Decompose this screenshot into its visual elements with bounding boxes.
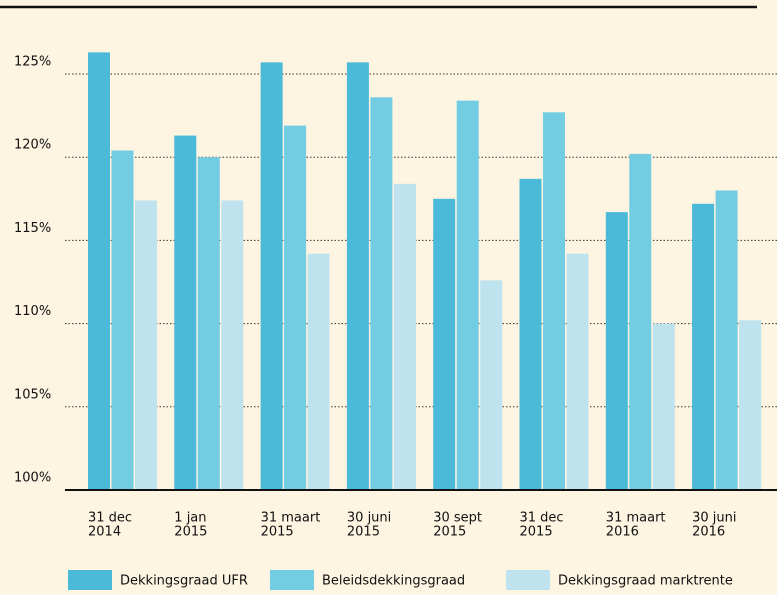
bar	[393, 183, 416, 490]
x-tick-label: 31 dec	[520, 511, 564, 526]
bar	[284, 125, 307, 491]
bar	[197, 157, 220, 490]
bar	[566, 253, 589, 490]
bar	[519, 178, 542, 490]
legend-label: Dekkingsgraad marktrente	[558, 574, 733, 589]
bar	[111, 150, 134, 490]
legend-label: Dekkingsgraad UFR	[120, 574, 248, 589]
y-tick-label: 110%	[14, 304, 51, 319]
y-tick-label: 125%	[14, 55, 51, 70]
bar	[370, 97, 393, 491]
bar	[174, 135, 197, 490]
y-tick-label: 120%	[14, 138, 51, 153]
bar	[629, 153, 652, 490]
bar	[260, 62, 283, 491]
bar	[135, 200, 157, 491]
x-tick-label: 2015	[261, 525, 294, 540]
legend-swatch	[506, 570, 550, 590]
y-tick-label: 105%	[14, 387, 51, 402]
bar	[652, 323, 675, 490]
bar	[433, 198, 456, 491]
legend-label: Beleidsdekkingsgraad	[322, 574, 465, 589]
bar	[739, 320, 762, 490]
x-tick-label: 2015	[433, 525, 466, 540]
x-tick-label: 30 juni	[347, 511, 391, 526]
x-tick-label: 2015	[520, 525, 553, 540]
x-tick-label: 31 dec	[88, 511, 132, 526]
legend-swatch	[270, 570, 314, 590]
bar	[221, 200, 244, 491]
x-tick-label: 2016	[606, 525, 639, 540]
x-tick-label: 31 maart	[261, 511, 321, 526]
bar	[346, 62, 369, 491]
x-tick-label: 30 sept	[433, 511, 482, 526]
bar	[88, 52, 110, 490]
x-tick-label: 30 juni	[692, 511, 736, 526]
bar	[543, 112, 565, 490]
legend-swatch	[68, 570, 112, 590]
x-tick-label: 31 maart	[606, 511, 666, 526]
y-tick-label: 115%	[14, 221, 51, 236]
x-tick-label: 2016	[692, 525, 725, 540]
bar	[307, 253, 330, 490]
bar	[692, 203, 715, 491]
bar	[605, 212, 628, 490]
bar	[456, 100, 479, 491]
x-tick-label: 2015	[347, 525, 380, 540]
x-tick-label: 2014	[88, 525, 121, 540]
x-tick-label: 1 jan	[174, 511, 206, 526]
bar	[715, 190, 738, 491]
bar	[480, 280, 503, 490]
y-tick-label: 100%	[14, 471, 51, 486]
x-tick-label: 2015	[174, 525, 207, 540]
